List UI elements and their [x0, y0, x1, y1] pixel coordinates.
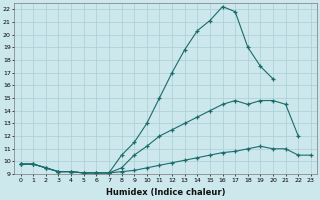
- X-axis label: Humidex (Indice chaleur): Humidex (Indice chaleur): [106, 188, 226, 197]
